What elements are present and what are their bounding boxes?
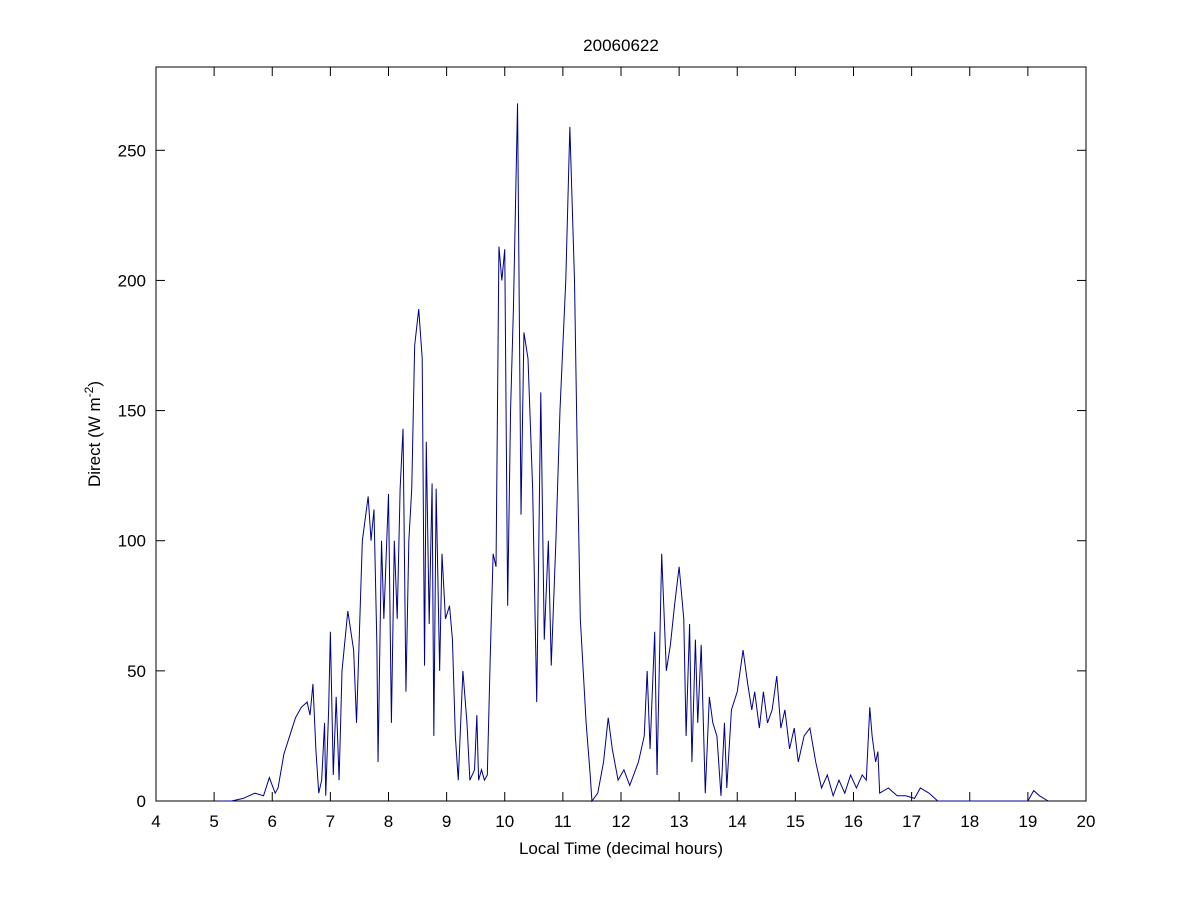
- x-tick-label: 7: [326, 812, 335, 831]
- x-tick-label: 12: [612, 812, 631, 831]
- x-tick-label: 6: [268, 812, 277, 831]
- x-tick-label: 10: [495, 812, 514, 831]
- y-label-text: Direct (W m: [85, 397, 104, 487]
- x-tick-label: 5: [209, 812, 218, 831]
- x-tick-label: 15: [786, 812, 805, 831]
- y-tick-label: 0: [137, 792, 146, 811]
- x-tick-label: 11: [554, 812, 572, 831]
- y-axis-label: Direct (W m-2): [82, 381, 104, 487]
- x-tick-label: 8: [384, 812, 393, 831]
- y-tick-label: 250: [118, 141, 146, 160]
- x-tick-label: 18: [960, 812, 979, 831]
- x-tick-label: 19: [1018, 812, 1037, 831]
- x-tick-label: 16: [844, 812, 863, 831]
- plot-box: [155, 66, 1087, 802]
- y-label-suffix: ): [85, 381, 104, 387]
- y-tick-label: 200: [118, 271, 146, 290]
- y-tick-label: 100: [118, 532, 146, 551]
- chart-title: 20060622: [583, 36, 659, 55]
- y-tick-label: 150: [118, 402, 146, 421]
- y-tick-label: 50: [127, 662, 146, 681]
- data-line: [217, 103, 1049, 803]
- x-axis-label: Local Time (decimal hours): [519, 839, 723, 858]
- x-tick-label: 4: [151, 812, 160, 831]
- x-tick-label: 17: [902, 812, 921, 831]
- x-tick-label: 13: [670, 812, 689, 831]
- y-label-sup: -2: [82, 386, 96, 397]
- x-tick-label: 20: [1077, 812, 1096, 831]
- x-tick-label: 9: [442, 812, 451, 831]
- x-tick-label: 14: [728, 812, 747, 831]
